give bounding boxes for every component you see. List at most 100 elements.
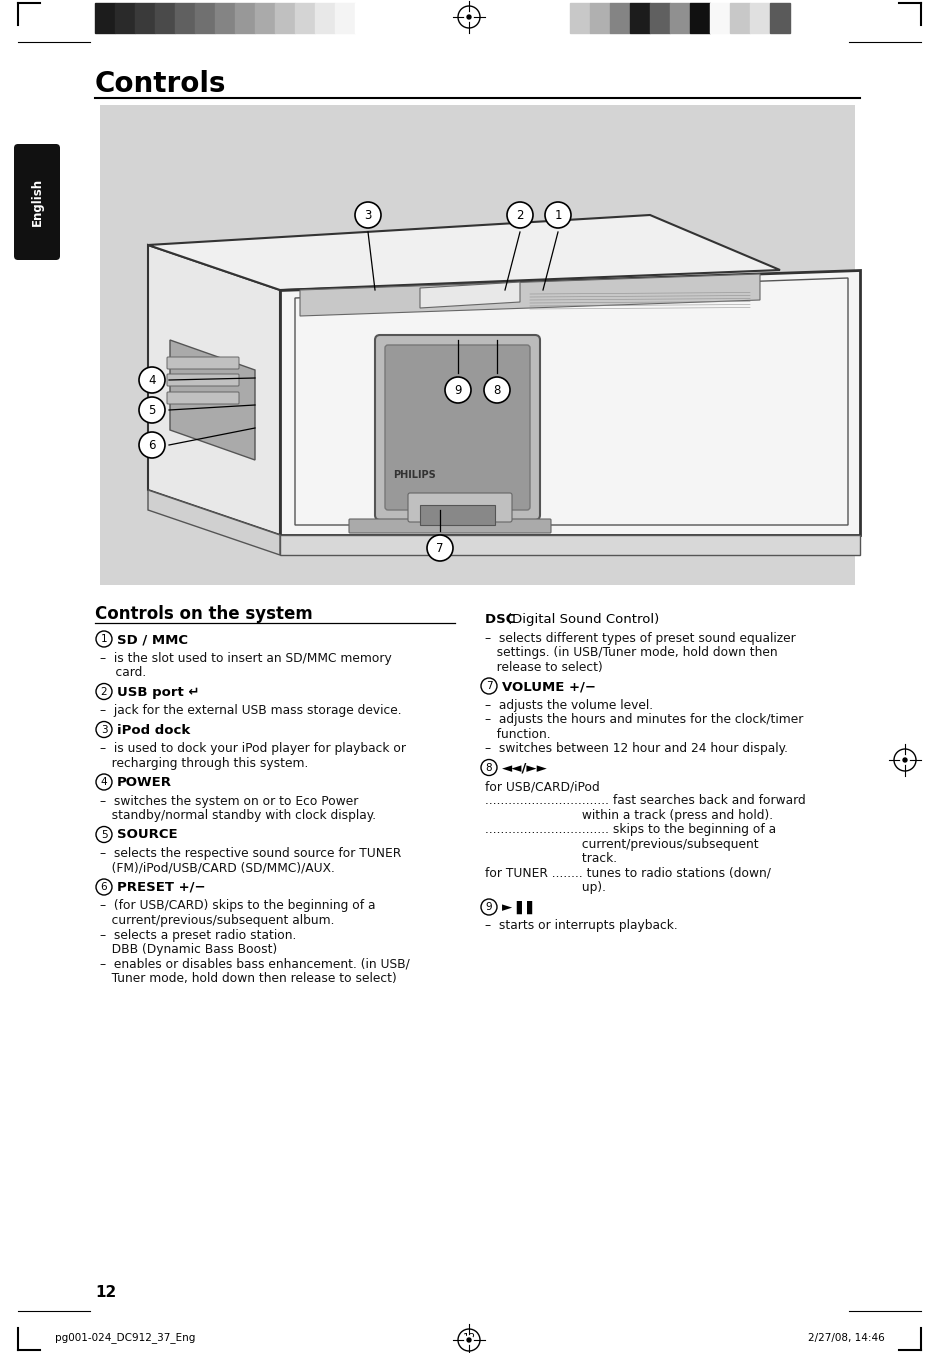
Bar (335, 3, 355, 32)
Circle shape (545, 202, 571, 229)
Text: current/previous/subsequent album.: current/previous/subsequent album. (100, 915, 334, 927)
Text: –  selects different types of preset sound equalizer: – selects different types of preset soun… (485, 632, 795, 644)
Circle shape (465, 1335, 473, 1344)
Bar (770, 3, 790, 32)
Text: DBB (Dynamic Bass Boost): DBB (Dynamic Bass Boost) (100, 943, 277, 957)
Text: 4: 4 (148, 373, 156, 387)
Text: –  adjusts the hours and minutes for the clock/timer: – adjusts the hours and minutes for the … (485, 713, 804, 727)
FancyBboxPatch shape (167, 373, 239, 386)
Circle shape (445, 377, 471, 403)
Polygon shape (420, 281, 520, 308)
Bar (215, 3, 235, 32)
FancyBboxPatch shape (349, 520, 551, 533)
Circle shape (467, 15, 471, 19)
Text: 12: 12 (462, 1333, 476, 1344)
FancyBboxPatch shape (167, 392, 239, 405)
Bar (255, 3, 275, 32)
Circle shape (481, 898, 497, 915)
Circle shape (96, 630, 112, 647)
Text: POWER: POWER (117, 777, 172, 789)
Text: Controls: Controls (95, 70, 226, 97)
FancyBboxPatch shape (420, 505, 495, 525)
Text: ................................ fast searches back and forward: ................................ fast se… (485, 794, 806, 808)
Bar (135, 3, 155, 32)
Text: current/previous/subsequent: current/previous/subsequent (485, 838, 759, 851)
Text: (Digital Sound Control): (Digital Sound Control) (507, 613, 659, 626)
Text: 12: 12 (95, 1285, 116, 1300)
Text: USB port ↵: USB port ↵ (117, 686, 199, 698)
Text: (FM)/iPod/USB/CARD (SD/MMC)/AUX.: (FM)/iPod/USB/CARD (SD/MMC)/AUX. (100, 862, 335, 874)
Circle shape (96, 721, 112, 737)
Text: release to select): release to select) (485, 660, 603, 674)
Circle shape (465, 12, 473, 22)
Text: 6: 6 (100, 882, 107, 892)
Circle shape (139, 432, 165, 459)
Circle shape (507, 202, 533, 229)
Bar (610, 3, 630, 32)
Bar (315, 3, 335, 32)
Bar (710, 3, 730, 32)
Text: 3: 3 (100, 724, 107, 735)
Text: 4: 4 (100, 777, 107, 787)
Text: 8: 8 (493, 383, 500, 396)
Polygon shape (300, 275, 760, 317)
Polygon shape (148, 490, 280, 555)
Text: 1: 1 (554, 208, 562, 222)
Text: Controls on the system: Controls on the system (95, 605, 313, 622)
Bar (590, 3, 610, 32)
Circle shape (96, 683, 112, 700)
Text: –  is the slot used to insert an SD/MMC memory: – is the slot used to insert an SD/MMC m… (100, 652, 392, 664)
Circle shape (903, 758, 907, 762)
Text: PHILIPS: PHILIPS (393, 469, 437, 480)
Text: pg001-024_DC912_37_Eng: pg001-024_DC912_37_Eng (55, 1333, 195, 1344)
Bar (295, 3, 315, 32)
Text: 5: 5 (148, 403, 156, 417)
Text: 9: 9 (454, 383, 462, 396)
Polygon shape (170, 340, 255, 460)
Bar (630, 3, 650, 32)
Text: 8: 8 (485, 763, 492, 773)
Bar (175, 3, 195, 32)
Text: up).: up). (485, 882, 606, 894)
Text: –  starts or interrupts playback.: – starts or interrupts playback. (485, 920, 678, 932)
Text: 7: 7 (485, 681, 492, 691)
FancyBboxPatch shape (375, 336, 540, 520)
Text: recharging through this system.: recharging through this system. (100, 756, 308, 770)
Polygon shape (148, 245, 280, 534)
Text: ................................ skips to the beginning of a: ................................ skips t… (485, 824, 777, 836)
Text: SOURCE: SOURCE (117, 828, 177, 842)
Polygon shape (280, 271, 860, 534)
Text: –  enables or disables bass enhancement. (in USB/: – enables or disables bass enhancement. … (100, 958, 409, 970)
FancyBboxPatch shape (408, 492, 512, 522)
FancyBboxPatch shape (167, 357, 239, 369)
Polygon shape (148, 215, 780, 290)
Circle shape (484, 377, 510, 403)
Text: –  is used to dock your iPod player for playback or: – is used to dock your iPod player for p… (100, 741, 406, 755)
Text: –  jack for the external USB mass storage device.: – jack for the external USB mass storage… (100, 704, 402, 717)
Circle shape (901, 756, 909, 764)
Text: card.: card. (100, 666, 146, 679)
Text: 3: 3 (364, 208, 372, 222)
Bar (235, 3, 255, 32)
Text: –  selects a preset radio station.: – selects a preset radio station. (100, 928, 297, 942)
Text: –  adjusts the volume level.: – adjusts the volume level. (485, 698, 654, 712)
Text: SD / MMC: SD / MMC (117, 633, 188, 645)
Circle shape (467, 1338, 471, 1342)
Text: 6: 6 (148, 438, 156, 452)
Text: PRESET +/−: PRESET +/− (117, 881, 206, 894)
Text: DSC: DSC (485, 613, 520, 626)
Text: iPod dock: iPod dock (117, 724, 191, 736)
Text: for TUNER ........ tunes to radio stations (down/: for TUNER ........ tunes to radio statio… (485, 867, 771, 879)
Bar (570, 3, 590, 32)
Text: 2: 2 (516, 208, 524, 222)
Text: 2/27/08, 14:46: 2/27/08, 14:46 (808, 1333, 885, 1344)
Text: 5: 5 (100, 829, 107, 839)
Bar (730, 3, 750, 32)
Text: track.: track. (485, 852, 617, 866)
Text: 2: 2 (100, 686, 107, 697)
Text: function.: function. (485, 728, 550, 740)
FancyBboxPatch shape (14, 143, 60, 260)
Text: Tuner mode, hold down then release to select): Tuner mode, hold down then release to se… (100, 971, 397, 985)
Circle shape (427, 534, 453, 561)
Circle shape (139, 367, 165, 392)
